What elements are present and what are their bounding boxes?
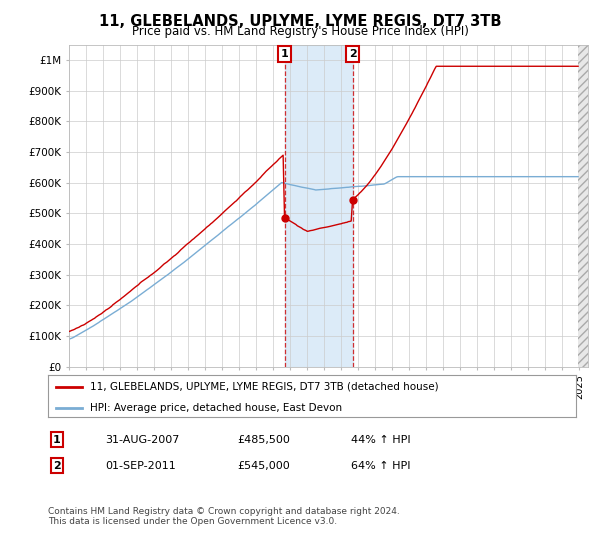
Text: 1: 1 xyxy=(53,435,61,445)
Text: 2: 2 xyxy=(349,49,356,59)
Text: £545,000: £545,000 xyxy=(237,461,290,471)
Bar xyxy=(284,45,353,367)
Text: 1: 1 xyxy=(281,49,289,59)
Text: 2: 2 xyxy=(53,461,61,471)
Text: Contains HM Land Registry data © Crown copyright and database right 2024.
This d: Contains HM Land Registry data © Crown c… xyxy=(48,507,400,526)
Text: 01-SEP-2011: 01-SEP-2011 xyxy=(105,461,176,471)
Text: £485,500: £485,500 xyxy=(237,435,290,445)
Text: 64% ↑ HPI: 64% ↑ HPI xyxy=(351,461,410,471)
Text: 31-AUG-2007: 31-AUG-2007 xyxy=(105,435,179,445)
Text: HPI: Average price, detached house, East Devon: HPI: Average price, detached house, East… xyxy=(90,403,343,413)
Bar xyxy=(578,45,588,367)
Text: 11, GLEBELANDS, UPLYME, LYME REGIS, DT7 3TB (detached house): 11, GLEBELANDS, UPLYME, LYME REGIS, DT7 … xyxy=(90,382,439,392)
Text: Price paid vs. HM Land Registry's House Price Index (HPI): Price paid vs. HM Land Registry's House … xyxy=(131,25,469,38)
Text: 44% ↑ HPI: 44% ↑ HPI xyxy=(351,435,410,445)
Text: 11, GLEBELANDS, UPLYME, LYME REGIS, DT7 3TB: 11, GLEBELANDS, UPLYME, LYME REGIS, DT7 … xyxy=(99,14,501,29)
